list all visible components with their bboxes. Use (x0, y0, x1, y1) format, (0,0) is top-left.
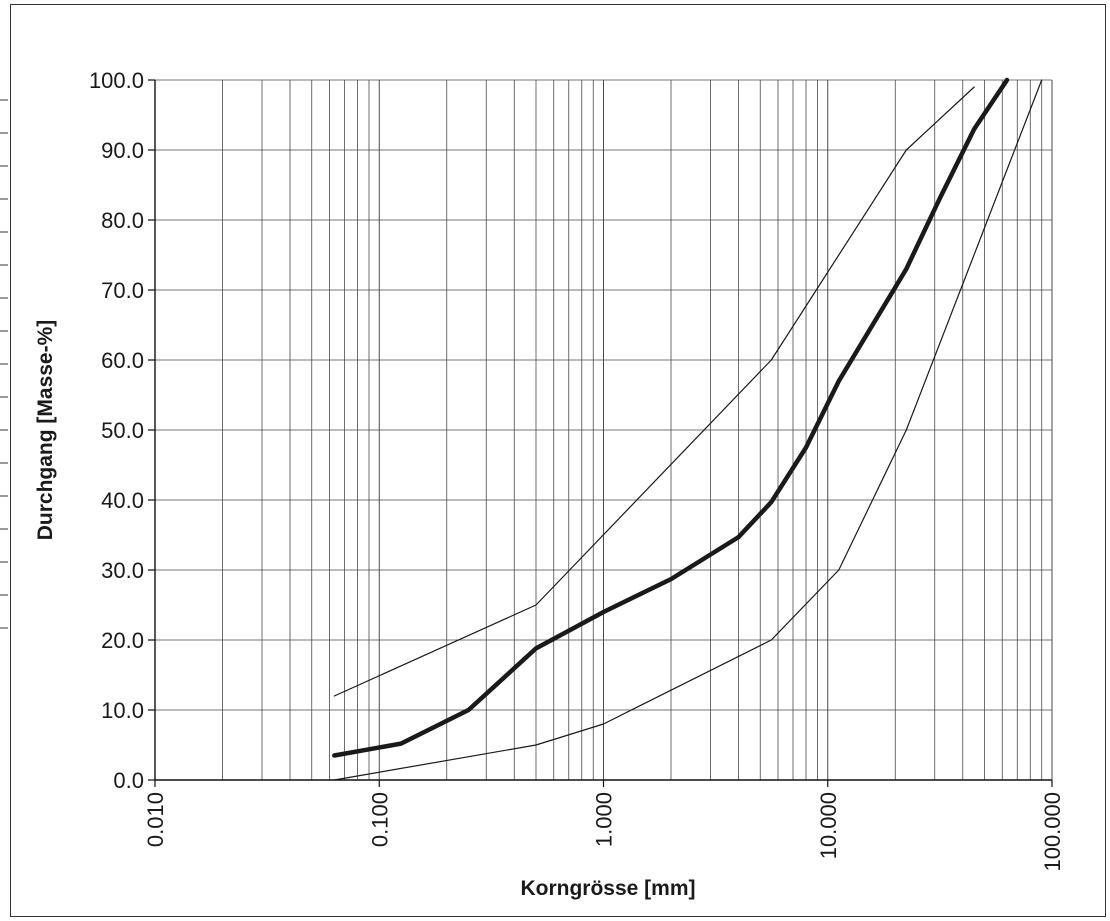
series-layer (332, 77, 1043, 781)
y-tick-label: 50.0 (101, 418, 144, 443)
grid (154, 79, 1053, 781)
y-tick-label: 60.0 (101, 348, 144, 373)
x-axis-title: Korngrösse [mm] (520, 877, 695, 900)
x-tick-label: 0.100 (367, 792, 392, 847)
y-axis-title: Durchgang [Masse-%] (34, 320, 57, 541)
y-tick-label: 90.0 (101, 138, 144, 163)
axes: 0.0 10.0 20.0 30.0 40.0 50.0 60.0 70.0 80.0 90.0 1… (89, 68, 1065, 872)
margin-ticks (0, 99, 8, 629)
x-tick-label: 100.000 (1040, 792, 1065, 872)
series-line-upper-limit (333, 86, 975, 697)
y-tick-label: 20.0 (101, 628, 144, 653)
y-tick-label: 100.0 (89, 68, 144, 93)
y-tick-label: 40.0 (101, 488, 144, 513)
y-tick-label: 70.0 (101, 278, 144, 303)
y-tick-label: 80.0 (101, 208, 144, 233)
y-tick-label: 30.0 (101, 558, 144, 583)
series-line-measured (332, 77, 1010, 758)
series-line-lower-limit (333, 79, 1043, 781)
x-tick-label: 0.010 (143, 792, 168, 847)
x-tick-label: 1.000 (592, 792, 617, 847)
y-tick-label: 10.0 (101, 698, 144, 723)
y-tick-label: 0.0 (113, 768, 144, 793)
x-tick-label: 10.000 (816, 792, 841, 859)
